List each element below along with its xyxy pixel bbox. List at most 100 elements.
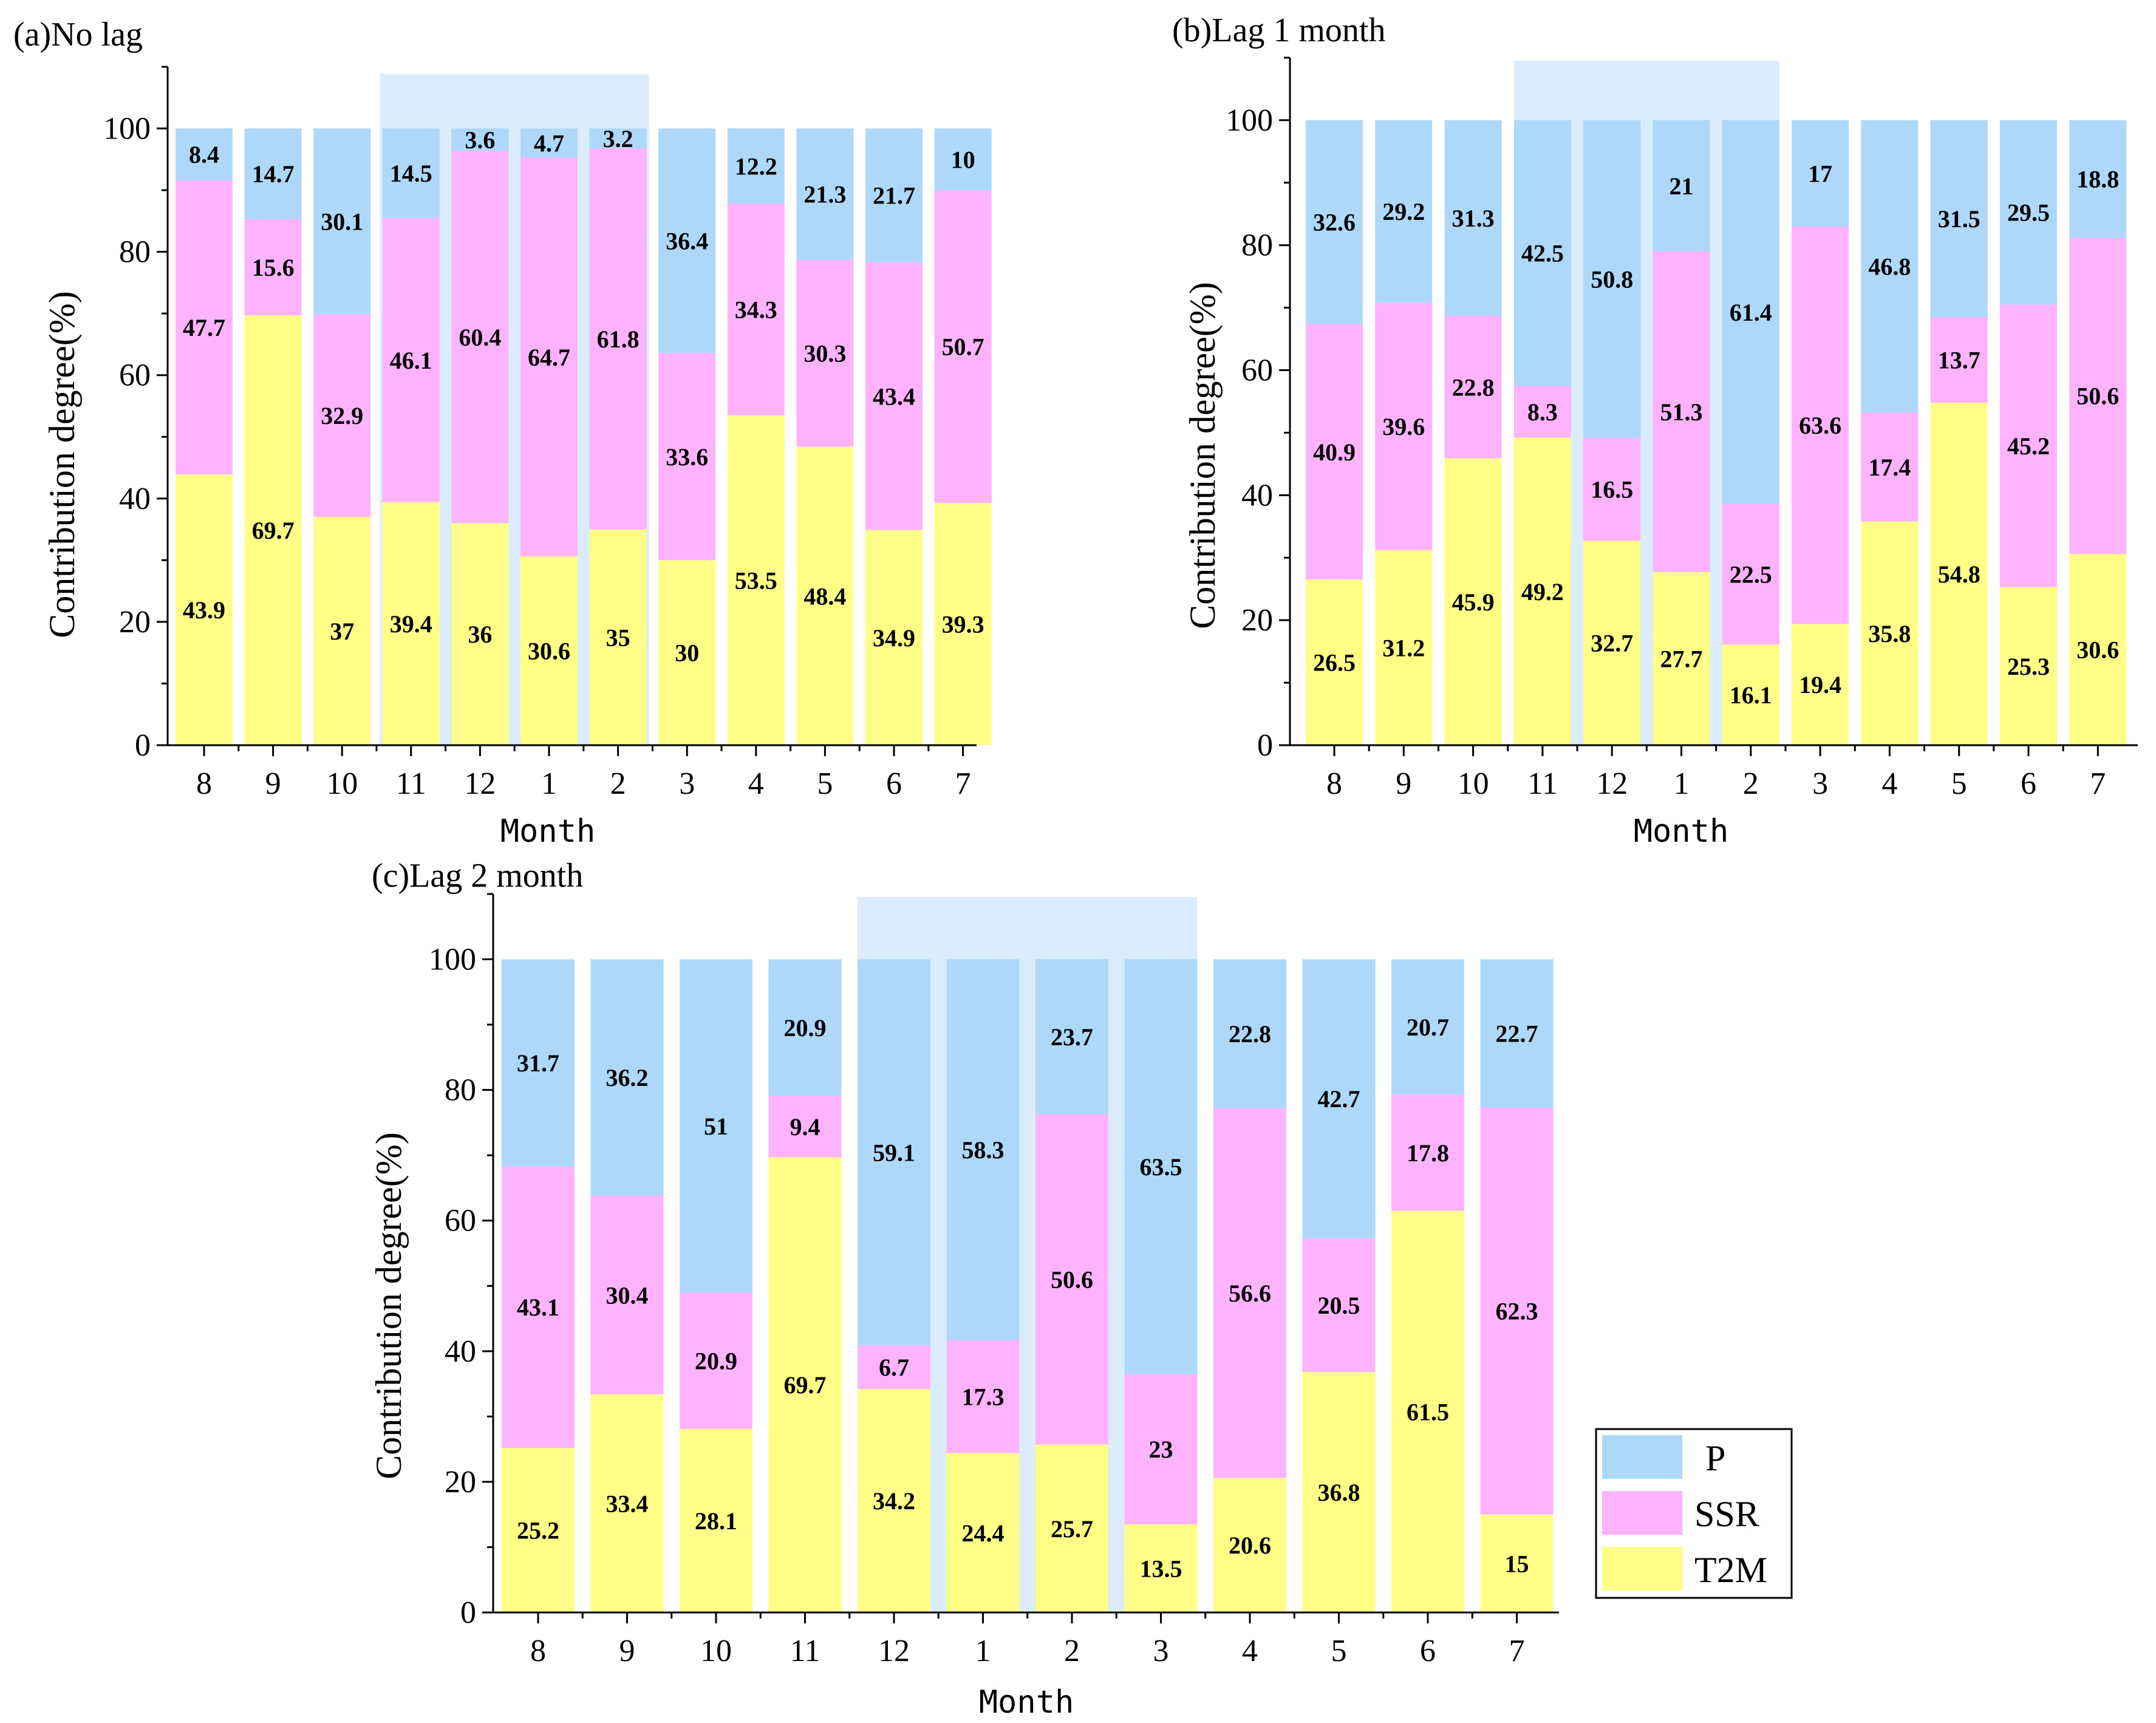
data-label-ssr-10: 20.9 xyxy=(695,1347,737,1374)
data-label-p-5: 31.5 xyxy=(1938,205,1980,233)
data-label-p-11: 14.5 xyxy=(390,160,432,187)
data-label-p-6: 29.5 xyxy=(2007,199,2050,227)
y-tick-label: 40 xyxy=(445,1334,476,1369)
bar-t2m-6 xyxy=(2000,587,2057,745)
bar-p-5 xyxy=(1930,120,1988,318)
data-label-p-10: 31.3 xyxy=(1452,205,1495,232)
data-label-t2m-7: 30.6 xyxy=(2076,636,2119,664)
data-label-t2m-3: 30 xyxy=(675,640,699,667)
data-label-ssr-3: 63.6 xyxy=(1799,412,1841,439)
bar-t2m-2 xyxy=(589,529,647,745)
x-tick-label: 11 xyxy=(1527,766,1558,801)
data-label-t2m-9: 33.4 xyxy=(606,1490,649,1517)
x-tick-label: 5 xyxy=(817,766,833,801)
bar-t2m-12 xyxy=(451,523,509,745)
data-label-p-10: 51 xyxy=(704,1113,728,1140)
bar-p-5 xyxy=(796,128,854,260)
data-label-p-2: 23.7 xyxy=(1051,1023,1093,1051)
bar-t2m-7 xyxy=(1480,1514,1554,1612)
y-tick-label: 40 xyxy=(1241,478,1273,513)
data-label-ssr-12: 6.7 xyxy=(879,1354,909,1381)
bar-p-6 xyxy=(2000,120,2057,305)
panel-b-title: (b)Lag 1 month xyxy=(1172,12,1385,49)
x-tick-label: 2 xyxy=(1064,1634,1080,1668)
bar-p-2 xyxy=(589,128,647,149)
legend-label-ssr: SSR xyxy=(1694,1494,1759,1534)
data-label-t2m-2: 25.7 xyxy=(1051,1515,1093,1543)
data-label-t2m-5: 54.8 xyxy=(1938,561,1980,588)
bar-ssr-11 xyxy=(382,217,440,502)
bar-t2m-4 xyxy=(1213,1478,1286,1612)
data-label-t2m-1: 30.6 xyxy=(528,638,570,665)
data-label-p-6: 21.7 xyxy=(873,182,915,210)
data-label-p-3: 17 xyxy=(1808,160,1832,187)
y-tick-label: 0 xyxy=(135,728,151,763)
bar-t2m-8 xyxy=(176,474,233,745)
data-label-t2m-10: 28.1 xyxy=(695,1507,737,1535)
bar-t2m-8 xyxy=(1306,579,1363,745)
bar-p-8 xyxy=(1306,120,1363,324)
bar-ssr-9 xyxy=(244,219,302,316)
bar-p-4 xyxy=(1861,120,1919,413)
data-label-p-1: 58.3 xyxy=(962,1136,1005,1164)
x-tick-label: 8 xyxy=(196,766,212,801)
data-label-ssr-11: 9.4 xyxy=(790,1113,820,1141)
data-label-p-11: 42.5 xyxy=(1521,240,1564,267)
data-label-p-3: 36.4 xyxy=(666,227,708,254)
bar-p-2 xyxy=(1035,959,1108,1114)
bar-p-5 xyxy=(1302,959,1376,1238)
bar-p-12 xyxy=(451,128,509,151)
bar-p-11 xyxy=(768,959,842,1096)
bar-p-6 xyxy=(1391,959,1464,1095)
data-label-t2m-3: 13.5 xyxy=(1140,1555,1182,1582)
x-tick-label: 2 xyxy=(610,766,626,801)
bar-t2m-2 xyxy=(1722,644,1779,745)
bar-t2m-3 xyxy=(1124,1524,1198,1612)
data-label-ssr-2: 61.8 xyxy=(597,326,640,353)
data-label-p-12: 50.8 xyxy=(1591,265,1633,293)
bar-p-7 xyxy=(1480,959,1554,1108)
bar-ssr-1 xyxy=(946,1340,1020,1453)
x-tick-label: 9 xyxy=(619,1634,635,1668)
data-label-ssr-3: 23 xyxy=(1149,1436,1173,1463)
panel-a-x-axis-title: Month xyxy=(500,813,596,850)
bar-ssr-7 xyxy=(2069,237,2127,554)
bar-t2m-6 xyxy=(865,530,923,745)
data-label-ssr-6: 17.8 xyxy=(1407,1139,1449,1167)
data-label-p-3: 63.5 xyxy=(1140,1153,1182,1181)
data-label-t2m-2: 16.1 xyxy=(1730,681,1772,709)
data-label-p-9: 36.2 xyxy=(606,1064,649,1091)
panel-a-chart: (a)No lag Contribution degree(%) Month 4… xyxy=(13,16,992,850)
bar-t2m-11 xyxy=(382,502,440,745)
x-tick-label: 7 xyxy=(2090,766,2106,801)
panel-a-plot-area: 43.947.78.469.715.614.73732.930.139.446.… xyxy=(103,66,992,801)
data-label-t2m-8: 26.5 xyxy=(1313,649,1356,677)
data-label-ssr-2: 50.6 xyxy=(1051,1266,1093,1294)
x-tick-label: 10 xyxy=(700,1634,732,1668)
data-label-ssr-9: 15.6 xyxy=(252,254,295,281)
y-tick-label: 0 xyxy=(1257,728,1273,763)
bar-ssr-6 xyxy=(865,262,923,530)
data-label-t2m-11: 39.4 xyxy=(390,610,432,638)
bar-p-9 xyxy=(590,959,664,1196)
panel-c-plot-area: 25.243.131.733.430.436.228.120.95169.79.… xyxy=(429,893,1559,1668)
y-tick-label: 20 xyxy=(1241,603,1273,638)
data-label-ssr-11: 8.3 xyxy=(1527,398,1558,426)
data-label-p-7: 10 xyxy=(951,146,975,173)
bar-t2m-5 xyxy=(796,446,854,745)
bar-p-11 xyxy=(382,128,440,218)
bar-t2m-9 xyxy=(244,315,302,745)
bar-ssr-11 xyxy=(768,1096,842,1158)
data-label-ssr-5: 30.3 xyxy=(803,340,846,367)
data-label-ssr-6: 43.4 xyxy=(873,383,915,410)
y-tick-label: 100 xyxy=(429,943,476,977)
data-label-ssr-12: 60.4 xyxy=(459,324,501,351)
x-tick-label: 3 xyxy=(1153,1634,1169,1668)
data-label-p-10: 30.1 xyxy=(321,208,363,235)
data-label-p-12: 59.1 xyxy=(873,1139,915,1166)
bar-t2m-6 xyxy=(1391,1210,1464,1612)
x-tick-label: 8 xyxy=(530,1634,546,1668)
data-label-t2m-5: 48.4 xyxy=(803,582,846,610)
data-label-p-4: 22.8 xyxy=(1229,1020,1271,1048)
x-tick-label: 12 xyxy=(1596,766,1628,801)
